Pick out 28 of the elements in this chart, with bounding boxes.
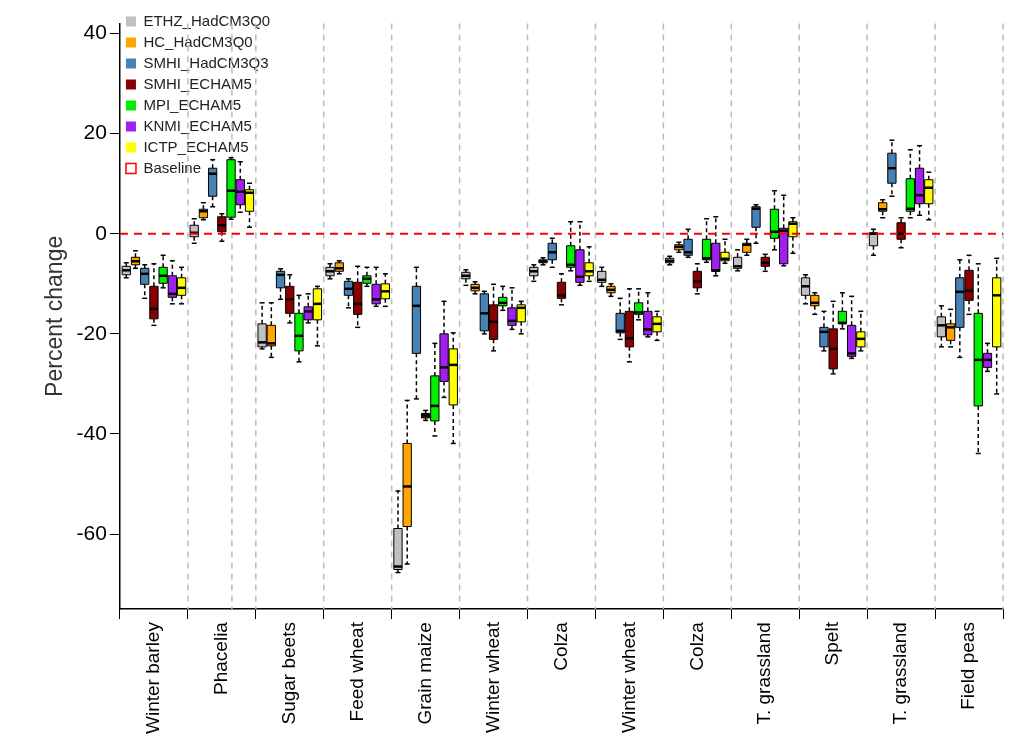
y-tick-label: -60 — [76, 520, 107, 544]
legend-label: ETHZ_HadCM3Q0 — [143, 11, 271, 29]
x-tick-label: Spelt — [821, 621, 843, 666]
y-axis-title: Percent change — [41, 235, 68, 397]
x-tick-label: Colza — [685, 621, 707, 671]
x-tick-label: T. grassland — [753, 622, 775, 725]
x-tick-label: Winter barley — [142, 621, 164, 734]
y-tick-label: -20 — [76, 320, 107, 344]
legend-label: HC_HadCM3Q0 — [143, 32, 253, 50]
legend-label: SMHI_HadCM3Q3 — [143, 53, 269, 71]
x-tick-label: Grain maize — [413, 622, 435, 725]
x-tick-label: Field peas — [957, 622, 979, 710]
x-tick-label: Winter wheat — [481, 621, 503, 733]
x-tick-label: Sugar beets — [278, 622, 299, 725]
x-tick-label: Feed wheat — [345, 621, 367, 722]
x-tick-label: Colza — [549, 621, 571, 671]
y-tick-label: 20 — [83, 120, 107, 144]
y-tick-label: -40 — [76, 420, 107, 444]
x-tick-label: T. grassland — [889, 622, 911, 725]
y-tick-label: 0 — [95, 220, 107, 244]
x-tick-label: Winter wheat — [617, 621, 639, 733]
legend-label: SMHI_ECHAM5 — [143, 74, 252, 92]
x-tick-label: Phacelia — [210, 621, 232, 695]
legend-label: Baseline — [143, 158, 201, 176]
legend-label: MPI_ECHAM5 — [143, 95, 241, 113]
legend-label: ICTP_ECHAM5 — [143, 137, 249, 155]
legend-label: KNMI_ECHAM5 — [143, 116, 252, 134]
y-tick-label: 40 — [83, 20, 107, 44]
